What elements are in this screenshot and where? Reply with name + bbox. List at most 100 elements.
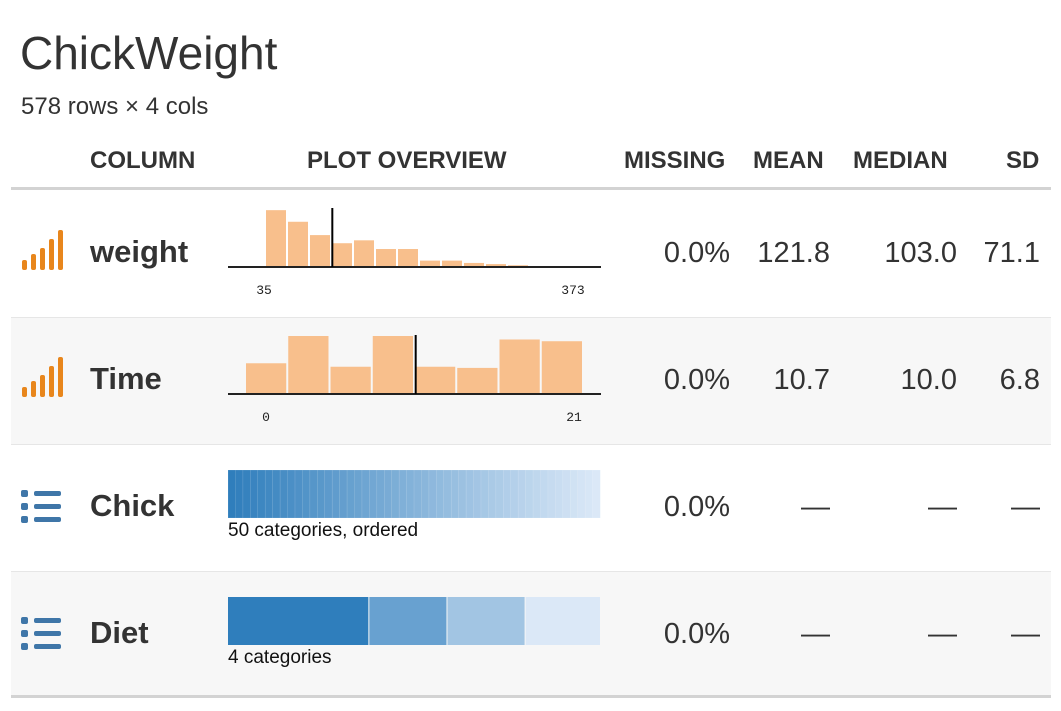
histogram-bar [354,240,374,267]
header-sd[interactable]: SD [1006,147,1040,174]
row-divider [11,317,1051,318]
sd-value: — [1011,491,1040,523]
axis-min-label: 0 [262,410,270,425]
category-segment [354,469,363,519]
sd-value: 71.1 [983,237,1040,269]
axis-max-label: 373 [561,283,584,298]
category-segment [584,469,594,519]
header-median[interactable]: MEDIAN [853,147,948,174]
sd-value: — [1011,618,1040,650]
category-segment [443,469,452,519]
category-segment [287,469,296,519]
row-divider [11,571,1051,572]
histogram-bar [457,367,498,394]
column-name-chick: Chick [90,488,175,523]
category-segment [383,469,393,519]
category-segment [361,469,370,519]
category-segment [517,469,527,519]
median-value: — [928,618,957,650]
missing-value: 0.0% [663,364,730,396]
header-divider [11,187,1051,190]
histogram-time: 0 21 [228,335,601,425]
category-segment [324,469,333,519]
category-segment [346,469,356,519]
row-divider [11,444,1051,445]
column-name-diet: Diet [90,615,149,650]
category-segment [488,469,497,519]
category-segment [562,469,571,519]
category-segment [227,469,236,519]
category-segment [294,469,303,519]
category-segment [480,469,489,519]
histogram-weight: 35 373 [228,208,601,298]
median-value: — [928,491,957,523]
category-segment [525,469,534,519]
histogram-bar [266,210,286,267]
category-segment [264,469,274,519]
header-column[interactable]: COLUMN [90,147,196,174]
category-segment [525,597,600,645]
dataset-dimensions: 578 rows × 4 cols [21,93,209,120]
histogram-bar [486,264,506,267]
histogram-bar [288,336,329,394]
category-segment [242,469,251,519]
category-segment [503,469,512,519]
category-count-label: 50 categories, ordered [228,520,419,541]
table-bottom-border [11,695,1051,698]
sd-value: 6.8 [999,364,1040,396]
category-segment [421,469,430,519]
header-missing[interactable]: MISSING [624,147,726,174]
category-segment [458,469,467,519]
category-segment [369,469,378,519]
category-segment [473,469,482,519]
histogram-bar [330,366,371,394]
histogram-bar [499,339,540,394]
category-segment [413,469,422,519]
missing-value: 0.0% [663,237,730,269]
category-segment [547,469,556,519]
category-bar-chick [227,469,601,519]
mean-value: 10.7 [773,364,830,396]
header-plot-overview: PLOT OVERVIEW [307,147,507,174]
axis-max-label: 21 [566,410,582,425]
category-segment [279,469,289,519]
mean-value: — [801,491,830,523]
category-segment [309,469,318,519]
category-segment [577,469,586,519]
axis-min-label: 35 [256,283,272,298]
category-segment [302,469,311,519]
category-segment [447,597,525,645]
category-segment [250,469,259,519]
list-icon [21,617,61,650]
column-name-weight: weight [90,234,189,269]
category-count-label: 4 categories [228,647,332,668]
mean-value: — [801,618,830,650]
histogram-bar [398,249,418,267]
category-segment [331,469,341,519]
category-segment [235,469,244,519]
histogram-bar [420,260,440,267]
category-segment [555,469,564,519]
category-segment [369,597,447,645]
bars [22,230,63,270]
missing-value: 0.0% [663,491,730,523]
histogram-bar [288,221,308,267]
dataset-title: ChickWeight [20,27,278,79]
category-segment [376,469,385,519]
category-segment [569,469,579,519]
histogram-bar [541,341,582,394]
histogram-bar [372,336,413,394]
category-segment [339,469,348,519]
category-segment [398,469,408,519]
histogram-bar [415,366,456,394]
category-segment [228,597,369,645]
histogram-bar [464,262,484,267]
category-segment [510,469,519,519]
histogram-bar [246,363,287,394]
category-segment [406,469,415,519]
histogram-bar [376,249,396,267]
category-segment [495,469,504,519]
category-segment [450,469,460,519]
histogram-bar [442,260,462,267]
header-mean[interactable]: MEAN [753,147,824,174]
